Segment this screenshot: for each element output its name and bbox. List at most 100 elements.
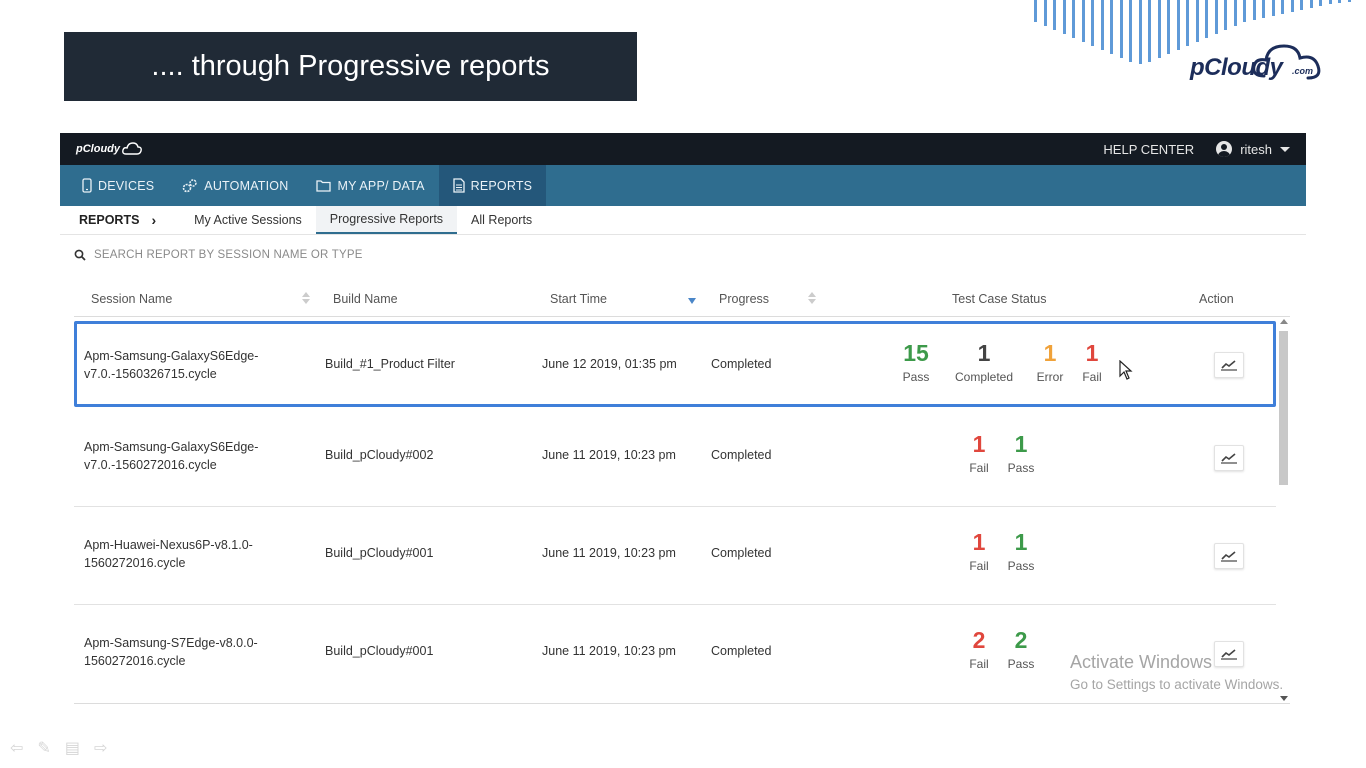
slide-controls: ⇦ ✎ ▤ ⇨ [10, 738, 107, 758]
table-row[interactable]: Apm-Samsung-GalaxyS6Edge- v7.0.-15602720… [74, 409, 1276, 507]
decorative-bar [1100, 0, 1104, 50]
caret-down-icon [1280, 146, 1290, 152]
tab-my-active-sessions[interactable]: My Active Sessions [194, 213, 302, 227]
decorative-bar [1338, 0, 1341, 3]
progress-status: Completed [711, 644, 772, 658]
decorative-bar [1252, 0, 1256, 20]
decorative-bar [1129, 0, 1132, 62]
decorative-bar [1271, 0, 1275, 16]
forward-arrow-icon[interactable]: ⇨ [93, 740, 108, 757]
username: ritesh [1240, 141, 1272, 157]
scrollbar-thumb[interactable] [1279, 331, 1288, 485]
decorative-bar [1091, 0, 1094, 46]
app-logo-text: pCloudy [76, 143, 120, 155]
stat-fail: 2 Fail [969, 627, 989, 671]
decorative-bar [1157, 0, 1161, 58]
decorative-bar [1034, 0, 1037, 22]
nav-devices-label: DEVICES [98, 178, 155, 193]
view-chart-button[interactable] [1214, 543, 1244, 569]
col-build-name[interactable]: Build Name [333, 292, 398, 306]
breadcrumb-reports: REPORTS [79, 213, 140, 227]
view-chart-button[interactable] [1214, 445, 1244, 471]
search-input[interactable]: SEARCH REPORT BY SESSION NAME OR TYPE [94, 249, 363, 261]
top-bar: pCloudy HELP CENTER ritesh [60, 133, 1306, 165]
menu-icon[interactable]: ▤ [64, 740, 80, 757]
decorative-bar [1138, 0, 1142, 64]
col-session-name[interactable]: Session Name [91, 292, 173, 306]
col-test-case-status: Test Case Status [952, 292, 1047, 306]
session-name: Apm-Samsung-S7Edge-v8.0.0- 1560272016.cy… [84, 636, 258, 668]
table-body: Apm-Samsung-GalaxyS6Edge- v7.0.-15603267… [74, 319, 1276, 703]
build-name: Build_pCloudy#001 [325, 546, 434, 560]
brand-logo: pCloudy .com [1190, 40, 1330, 90]
stat-pass: 2 Pass [1007, 627, 1035, 671]
stat-pass: 15 Pass [902, 340, 930, 384]
gears-icon [182, 179, 198, 193]
decorative-bar [1328, 0, 1332, 4]
stat-completed: 1 Completed [954, 340, 1014, 384]
scroll-down-arrow-icon[interactable] [1280, 696, 1288, 701]
decorative-bar [1319, 0, 1322, 6]
start-time: June 11 2019, 10:23 pm [542, 644, 676, 658]
decorative-bar [1347, 0, 1351, 2]
brand-logo-suffix: .com [1292, 66, 1314, 76]
back-arrow-icon[interactable]: ⇦ [10, 740, 24, 757]
decorative-bars [1034, 0, 1366, 70]
tab-progressive-reports[interactable]: Progressive Reports [315, 206, 458, 234]
cloud-icon [1252, 44, 1321, 80]
col-progress[interactable]: Progress [719, 292, 770, 306]
table-row[interactable]: Apm-Samsung-S7Edge-v8.0.0- 1560272016.cy… [74, 605, 1276, 703]
view-chart-button[interactable] [1214, 641, 1244, 667]
decorative-bar [1176, 0, 1180, 50]
stat-fail: 1 Fail [1082, 340, 1102, 384]
nav-my-app-data-label: MY APP/ DATA [337, 178, 425, 193]
watermark-line2: Go to Settings to activate Windows. [1070, 677, 1284, 692]
reports-subnav: REPORTS › My Active Sessions Progressive… [60, 206, 1306, 235]
search-icon [74, 249, 86, 261]
decorative-bar [1167, 0, 1170, 54]
col-action: Action [1199, 292, 1234, 306]
app-window: pCloudy HELP CENTER ritesh DEVICES [60, 133, 1306, 708]
decorative-bar [1243, 0, 1246, 22]
decorative-bar [1233, 0, 1237, 26]
stat-pass: 1 Pass [1007, 529, 1035, 573]
table-row[interactable]: Apm-Huawei-Nexus6P-v8.1.0- 1560272016.cy… [74, 507, 1276, 605]
nav-automation-label: AUTOMATION [204, 178, 289, 193]
decorative-bar [1062, 0, 1066, 34]
start-time: June 12 2019, 01:35 pm [542, 357, 677, 371]
table-row[interactable]: Apm-Samsung-GalaxyS6Edge- v7.0.-15603267… [74, 321, 1276, 407]
sort-icon[interactable] [808, 292, 816, 306]
slide-title: .... through Progressive reports [64, 32, 637, 101]
start-time: June 11 2019, 10:23 pm [542, 546, 676, 560]
search-bar[interactable]: SEARCH REPORT BY SESSION NAME OR TYPE [74, 249, 363, 261]
decorative-bar [1300, 0, 1303, 10]
nav-reports[interactable]: REPORTS [438, 165, 547, 206]
app-logo[interactable]: pCloudy [76, 142, 142, 156]
user-menu[interactable]: ritesh [1216, 141, 1290, 157]
table-bottom-border [74, 703, 1290, 704]
table-scrollbar[interactable] [1278, 319, 1290, 701]
nav-devices[interactable]: DEVICES [68, 165, 168, 206]
table-header: Session Name Build Name Start Time Progr… [74, 283, 1290, 317]
decorative-bar [1072, 0, 1075, 38]
line-chart-icon [1221, 649, 1237, 660]
decorative-bar [1186, 0, 1189, 46]
reports-table: Session Name Build Name Start Time Progr… [74, 283, 1290, 704]
pen-icon[interactable]: ✎ [37, 740, 51, 757]
decorative-bar [1053, 0, 1056, 30]
nav-my-app-data[interactable]: MY APP/ DATA [302, 165, 438, 206]
mobile-device-icon [82, 178, 92, 193]
tab-all-reports[interactable]: All Reports [471, 213, 533, 227]
sort-icon[interactable] [302, 292, 310, 306]
build-name: Build_pCloudy#002 [325, 448, 434, 462]
build-name: Build_pCloudy#001 [325, 644, 434, 658]
col-start-time[interactable]: Start Time [550, 292, 607, 306]
stat-error: 1 Error [1036, 340, 1064, 384]
sort-desc-icon[interactable] [688, 298, 696, 304]
decorative-bar [1262, 0, 1265, 18]
app-logo-cloud-icon [122, 142, 142, 155]
view-chart-button[interactable] [1214, 352, 1244, 378]
nav-automation[interactable]: AUTOMATION [168, 165, 302, 206]
scroll-up-arrow-icon[interactable] [1280, 319, 1288, 324]
help-center-link[interactable]: HELP CENTER [1103, 141, 1195, 157]
